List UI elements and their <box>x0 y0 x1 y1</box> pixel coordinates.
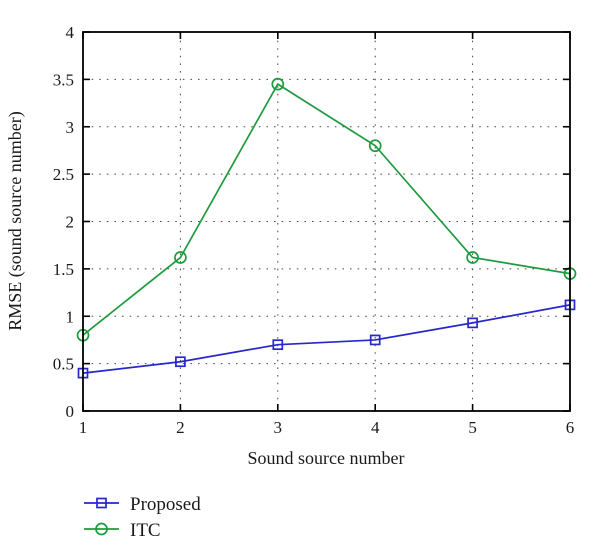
x-tick-label: 3 <box>274 418 283 437</box>
legend-key-itc <box>84 522 119 536</box>
y-axis-label: RMSE (sound source number) <box>5 111 26 330</box>
y-tick-label: 2.5 <box>53 165 74 184</box>
axes-frame <box>82 31 571 412</box>
marker-square <box>467 317 478 329</box>
grid-layer <box>84 33 569 410</box>
marker-circle <box>271 77 285 91</box>
y-tick-label: 0.5 <box>53 355 74 374</box>
y-tick-label: 0 <box>66 402 75 421</box>
x-tick-label: 4 <box>371 418 380 437</box>
marker-square <box>175 356 186 368</box>
tick-labels: 1 2 3 4 5 6 0 0.5 1 1.5 2 2.5 3 3.5 4 <box>53 23 575 437</box>
series-layer <box>76 77 577 379</box>
y-tick-label: 3.5 <box>53 70 74 89</box>
x-axis-label: Sound source number <box>248 448 405 468</box>
y-tick-label: 2 <box>66 213 75 232</box>
legend: Proposed ITC <box>84 494 201 541</box>
plot-frame <box>82 31 571 412</box>
y-tick-label: 1.5 <box>53 260 74 279</box>
marker-square <box>272 339 284 351</box>
marker-circle <box>466 251 479 264</box>
marker-circle <box>174 251 187 264</box>
series-line-itc <box>82 82 571 336</box>
legend-marker-circle <box>95 522 108 536</box>
marker-circle <box>368 139 382 153</box>
legend-label-proposed: Proposed <box>130 494 201 515</box>
legend-key-proposed <box>84 497 119 509</box>
tick-marks <box>82 31 571 412</box>
marker-square <box>369 334 381 346</box>
x-tick-label: 6 <box>566 418 575 437</box>
x-tick-label: 1 <box>79 418 88 437</box>
legend-label-itc: ITC <box>130 520 161 541</box>
y-tick-label: 3 <box>66 118 75 137</box>
series-line-proposed <box>82 304 571 374</box>
y-tick-label: 1 <box>66 307 75 326</box>
y-tick-label: 4 <box>66 23 75 42</box>
legend-marker-square <box>96 497 107 509</box>
x-tick-label: 5 <box>468 418 477 437</box>
x-tick-label: 2 <box>176 418 185 437</box>
